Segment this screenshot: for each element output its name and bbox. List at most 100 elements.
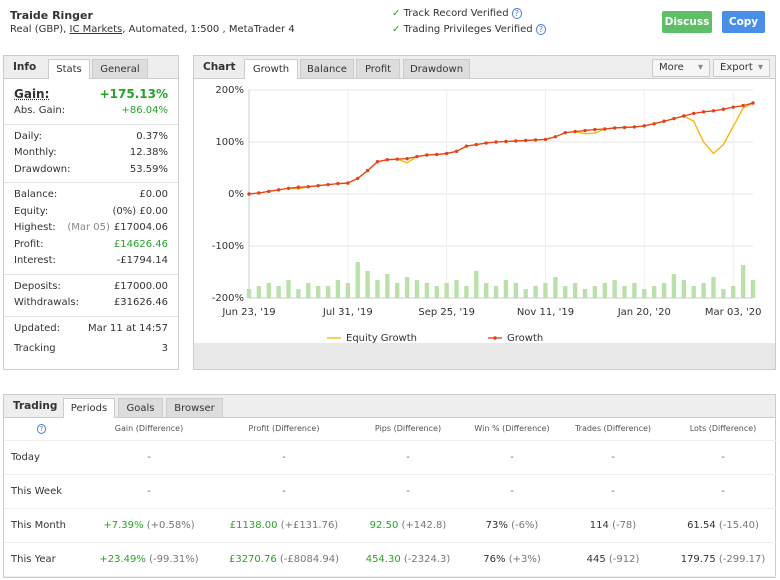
panel-title: Info bbox=[13, 61, 37, 73]
panel-title: Trading bbox=[13, 400, 58, 412]
cell-value: 92.50 bbox=[369, 519, 399, 531]
tab[interactable]: General bbox=[92, 59, 148, 78]
info-row: Deposits: £17000.00 bbox=[4, 279, 178, 296]
info-label: Withdrawals: bbox=[14, 297, 79, 308]
more-menu[interactable]: More ▾ bbox=[652, 59, 710, 77]
volume-bar bbox=[661, 283, 667, 298]
tab[interactable]: Periods bbox=[63, 398, 115, 418]
info-row: Profit: £14626.46 bbox=[4, 237, 178, 254]
volume-bar bbox=[642, 289, 647, 298]
cell: - bbox=[669, 440, 777, 475]
cell-value: 454.30 bbox=[365, 553, 401, 565]
volume-bar bbox=[740, 265, 746, 298]
point bbox=[336, 181, 340, 186]
cell-diff: (-299.17) bbox=[718, 553, 766, 565]
point bbox=[593, 127, 597, 132]
volume-bar bbox=[483, 283, 489, 298]
tab[interactable]: Browser bbox=[166, 398, 223, 417]
x-tick-label: Mar 03, '20 bbox=[705, 307, 762, 318]
info-row: Balance: £0.00 bbox=[4, 187, 178, 204]
tab[interactable]: Drawdown bbox=[403, 59, 470, 78]
y-tick-label: -200% bbox=[212, 293, 244, 304]
volume-bar bbox=[276, 286, 281, 298]
cell: - bbox=[349, 440, 467, 475]
chart: 200% 100% 0% -100% -200% Jun 23, '19 Jul 31, '… bbox=[212, 85, 762, 343]
tab[interactable]: Balance bbox=[300, 59, 354, 78]
info-label: Gain: bbox=[14, 87, 50, 101]
tab[interactable]: Growth bbox=[244, 59, 298, 79]
cell: 179.75 (-299.17) bbox=[669, 542, 777, 577]
cell-value: £1138.00 bbox=[229, 519, 278, 531]
tab[interactable]: Stats bbox=[48, 59, 90, 79]
copy-button[interactable]: Copy bbox=[722, 11, 765, 33]
account-type: Real (GBP), bbox=[10, 24, 67, 35]
volume-bar bbox=[632, 283, 637, 298]
cell: - bbox=[349, 474, 467, 509]
volume-bar bbox=[582, 289, 588, 298]
help-icon[interactable]: ? bbox=[535, 24, 547, 35]
tab[interactable]: Profit bbox=[356, 59, 400, 78]
help-icon[interactable]: ? bbox=[511, 8, 522, 19]
info-value-wrap: £17000.00 bbox=[114, 279, 168, 296]
period-label: This Week bbox=[4, 474, 79, 509]
info-row: Daily: 0.37% bbox=[4, 129, 178, 146]
header-row: ? Gain (Difference) Profit (Difference) Pip… bbox=[4, 418, 777, 441]
point bbox=[425, 153, 429, 157]
volume-bar bbox=[701, 283, 706, 298]
volume-bar bbox=[315, 286, 321, 298]
info-value-wrap: Mar 11 at 14:57 bbox=[88, 321, 168, 338]
point bbox=[741, 103, 745, 108]
volume-bar bbox=[256, 286, 262, 298]
volume-bar bbox=[365, 271, 370, 298]
tab[interactable]: Goals bbox=[118, 398, 163, 417]
point bbox=[306, 185, 310, 189]
help-icon[interactable]: ? bbox=[36, 424, 47, 435]
info-row: Monthly: 12.38% bbox=[4, 145, 178, 162]
cell-value: 76% bbox=[483, 553, 506, 565]
point bbox=[316, 183, 320, 188]
volume-bar bbox=[711, 277, 716, 298]
series-line bbox=[248, 102, 754, 195]
info-body: Gain: +175.13% Abs. Gain: +86.04% Daily: 0.37… bbox=[4, 79, 178, 362]
volume-bar bbox=[731, 286, 736, 298]
info-label: Equity: bbox=[14, 205, 49, 217]
info-label: Tracking bbox=[14, 343, 56, 354]
info-group: Updated: Mar 11 at 14:57 Tracking 3 bbox=[4, 317, 178, 362]
menu-label: More bbox=[659, 62, 684, 73]
info-value-wrap: -£1794.14 bbox=[117, 253, 168, 270]
discuss-button[interactable]: Discuss bbox=[662, 11, 712, 33]
verification: ✓ Trading Privileges Verified ? bbox=[392, 22, 547, 38]
point bbox=[444, 151, 449, 156]
periods-table: ? Gain (Difference) Profit (Difference) Pip… bbox=[4, 418, 777, 577]
volume-bar bbox=[345, 283, 351, 298]
info-note: (Mar 05) bbox=[67, 222, 110, 233]
header-cell: ? bbox=[4, 418, 79, 441]
point bbox=[494, 140, 498, 144]
volume-bar bbox=[325, 286, 331, 298]
cell-value: +7.39% bbox=[103, 519, 144, 531]
cell-diff: (-99.31%) bbox=[149, 553, 199, 565]
export-menu[interactable]: Export ▾ bbox=[713, 59, 770, 77]
info-value-wrap: (0%) £0.00 bbox=[113, 204, 168, 221]
period-label: Today bbox=[4, 440, 79, 475]
info-row: Withdrawals: £31626.46 bbox=[4, 295, 178, 312]
point bbox=[533, 138, 538, 142]
point bbox=[474, 142, 478, 147]
point bbox=[573, 129, 577, 134]
point bbox=[642, 124, 646, 128]
cell-diff: (-78) bbox=[612, 519, 637, 531]
point bbox=[583, 128, 587, 133]
panel-header: Chart Growth Balance Profit Drawdown Mor… bbox=[194, 56, 775, 79]
point bbox=[504, 139, 508, 144]
point bbox=[484, 141, 488, 145]
header-cell: Pips (Difference) bbox=[349, 418, 467, 441]
info-label: Monthly: bbox=[14, 147, 57, 158]
point bbox=[662, 119, 666, 123]
point bbox=[385, 157, 390, 162]
point bbox=[524, 138, 528, 143]
period-label: This Year bbox=[4, 542, 79, 577]
broker-link[interactable]: IC Markets bbox=[69, 24, 123, 35]
x-tick-label: Sep 25, '19 bbox=[418, 307, 475, 318]
volume-bar bbox=[296, 289, 301, 298]
